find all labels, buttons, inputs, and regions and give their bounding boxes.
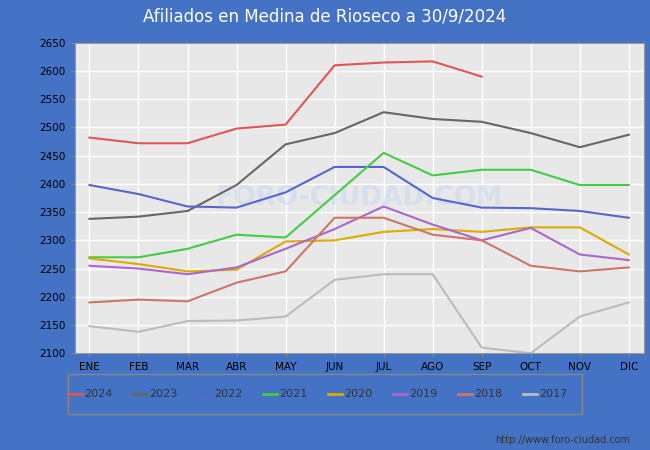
Text: 2021: 2021 (280, 389, 307, 399)
Text: 2023: 2023 (150, 389, 177, 399)
Text: Afiliados en Medina de Rioseco a 30/9/2024: Afiliados en Medina de Rioseco a 30/9/20… (144, 8, 506, 26)
Text: 2017: 2017 (540, 389, 567, 399)
Text: 2022: 2022 (214, 389, 243, 399)
Text: 2020: 2020 (344, 389, 372, 399)
Text: FORO-CIUDAD.COM: FORO-CIUDAD.COM (215, 185, 503, 211)
Text: http://www.foro-ciudad.com: http://www.foro-ciudad.com (495, 435, 630, 446)
Text: 2018: 2018 (474, 389, 502, 399)
Text: 2024: 2024 (84, 389, 113, 399)
Text: 2019: 2019 (410, 389, 437, 399)
